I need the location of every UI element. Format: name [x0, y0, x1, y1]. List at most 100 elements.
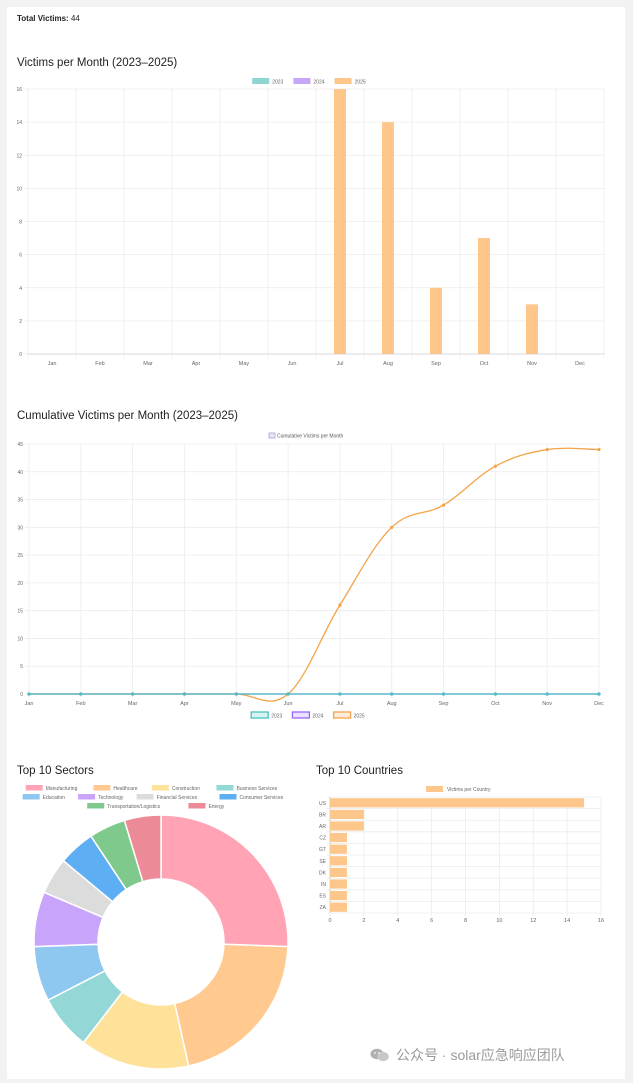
monthly-xtick-label: Mar: [143, 361, 153, 367]
cumulative-xtick-label: Sep: [439, 701, 449, 707]
cumulative-legend-swatch: [291, 711, 311, 719]
cumulative-point-2023-Mar: [131, 692, 135, 696]
cumulative-ytick-label: 25: [17, 553, 23, 559]
sectors-legend-label: Energy: [208, 804, 224, 810]
cumulative-point-2023-Nov: [545, 692, 549, 696]
sectors-legend-label: Financial Services: [157, 795, 198, 801]
monthly-bar-2025-Jul: [334, 89, 346, 354]
cumulative-point-2023-Oct: [493, 692, 497, 696]
countries-xtick-label: 0: [328, 918, 331, 924]
sectors-legend-swatch: [87, 803, 105, 809]
monthly-xtick-label: Sep: [431, 361, 441, 367]
total-victims-value: 44: [70, 14, 80, 23]
sectors-legend-label: Technology: [98, 795, 124, 801]
countries-xtick-label: 14: [564, 918, 570, 924]
country-bar-IN: [330, 879, 347, 889]
cumulative-xtick-label: Jun: [284, 701, 293, 707]
countries-xtick-label: 10: [496, 918, 502, 924]
cumulative-xtick-label: Mar: [128, 701, 138, 707]
cumulative-point-2025-Dec: [597, 447, 601, 452]
countries-chart-title: Top 10 Countries: [316, 765, 403, 777]
countries-ytick-label: GT: [319, 847, 326, 853]
sectors-legend-label: Transportation/Logistics: [107, 804, 160, 810]
monthly-legend-label: 2025: [355, 79, 366, 85]
countries-legend-label: Victims per Country: [447, 787, 491, 793]
sectors-legend-swatch: [216, 785, 234, 791]
cumulative-point-2025-Sep: [441, 503, 446, 507]
sectors-legend-label: Healthcare: [113, 786, 137, 792]
countries-ytick-label: ES: [319, 894, 326, 900]
monthly-bar-2025-Sep: [430, 287, 442, 354]
cumulative-dataset-swatch: [268, 432, 276, 439]
monthly-bar-2025-Oct: [478, 238, 490, 354]
cumulative-legend-label: 2024: [312, 713, 323, 719]
cumulative-ytick-label: 35: [17, 498, 23, 504]
countries-xtick-label: 16: [598, 918, 604, 924]
monthly-xtick-label: Jan: [48, 361, 57, 367]
cumulative-ytick-label: 15: [17, 609, 23, 615]
monthly-legend-swatch: [252, 78, 270, 84]
monthly-chart-title: Victims per Month (2023–2025): [17, 57, 178, 69]
country-bar-US: [330, 798, 585, 808]
cumulative-point-2023-Feb: [79, 692, 83, 696]
cumulative-xtick-label: Jan: [25, 701, 34, 707]
cumulative-point-2023-Sep: [441, 692, 446, 696]
country-bar-BR: [330, 809, 364, 819]
monthly-xtick-label: Apr: [192, 361, 201, 367]
total-victims: Total Victims: 44: [17, 14, 80, 23]
monthly-xtick-label: Oct: [480, 361, 489, 367]
cumulative-xtick-label: Dec: [594, 701, 604, 707]
monthly-xtick-label: Dec: [575, 361, 585, 367]
sectors-legend-swatch: [219, 794, 237, 800]
cumulative-point-2023-Jun: [286, 692, 290, 696]
cumulative-point-2023-Aug: [390, 692, 394, 696]
countries-xtick-label: 2: [362, 918, 365, 924]
monthly-ytick-label: 2: [19, 319, 22, 325]
country-bar-CZ: [330, 833, 347, 843]
cumulative-legend-swatch: [332, 711, 352, 719]
countries-ytick-label: DK: [319, 870, 327, 876]
cumulative-legend-label: 2025: [354, 713, 365, 719]
countries-xtick-label: 4: [396, 918, 399, 924]
countries-ytick-label: AR: [319, 824, 326, 830]
sectors-legend-swatch: [188, 803, 206, 809]
cumulative-xtick-label: Oct: [491, 701, 500, 707]
countries-ytick-label: BR: [319, 812, 326, 818]
countries-ytick-label: SE: [319, 859, 326, 865]
cumulative-xtick-label: Nov: [542, 701, 552, 707]
cumulative-ytick-label: 10: [17, 636, 23, 642]
countries-ytick-label: CZ: [319, 836, 326, 842]
countries-ytick-label: IN: [321, 882, 326, 888]
sector-slice-healthcare: [173, 943, 289, 1067]
country-bar-GT: [330, 844, 347, 854]
country-bar-DK: [330, 867, 347, 877]
cumulative-point-2023-Apr: [182, 692, 187, 696]
monthly-legend-swatch: [293, 78, 311, 84]
sectors-legend-swatch: [93, 785, 111, 791]
countries-ytick-label: US: [319, 801, 327, 807]
monthly-legend-label: 2023: [272, 79, 283, 85]
monthly-bar-2025-Aug: [382, 122, 394, 354]
wechat-icon: [370, 1048, 389, 1062]
sectors-legend-label: Consumer Services: [240, 795, 284, 801]
cumulative-ytick-label: 45: [17, 442, 23, 448]
monthly-ytick-label: 8: [19, 220, 22, 226]
cumulative-legend-swatch: [250, 711, 269, 719]
cumulative-xtick-label: Jul: [336, 701, 343, 707]
cumulative-ytick-label: 20: [17, 581, 23, 587]
watermark: 公众号 · solar应急响应团队: [370, 1045, 565, 1065]
monthly-ytick-label: 6: [19, 253, 22, 259]
cumulative-xtick-label: Aug: [387, 701, 397, 707]
sectors-legend-label: Business Services: [236, 786, 277, 792]
sectors-legend-swatch: [25, 785, 43, 791]
cumulative-ytick-label: 40: [17, 470, 23, 476]
sectors-legend-swatch: [78, 794, 96, 800]
monthly-ytick-label: 12: [16, 153, 22, 159]
monthly-ytick-label: 0: [19, 352, 22, 358]
cumulative-point-2025-Aug: [390, 525, 394, 529]
cumulative-ytick-label: 30: [17, 525, 23, 531]
cumulative-point-2023-Jul: [338, 692, 342, 696]
cumulative-ytick-label: 5: [20, 664, 23, 670]
country-bar-ZA: [330, 902, 347, 912]
